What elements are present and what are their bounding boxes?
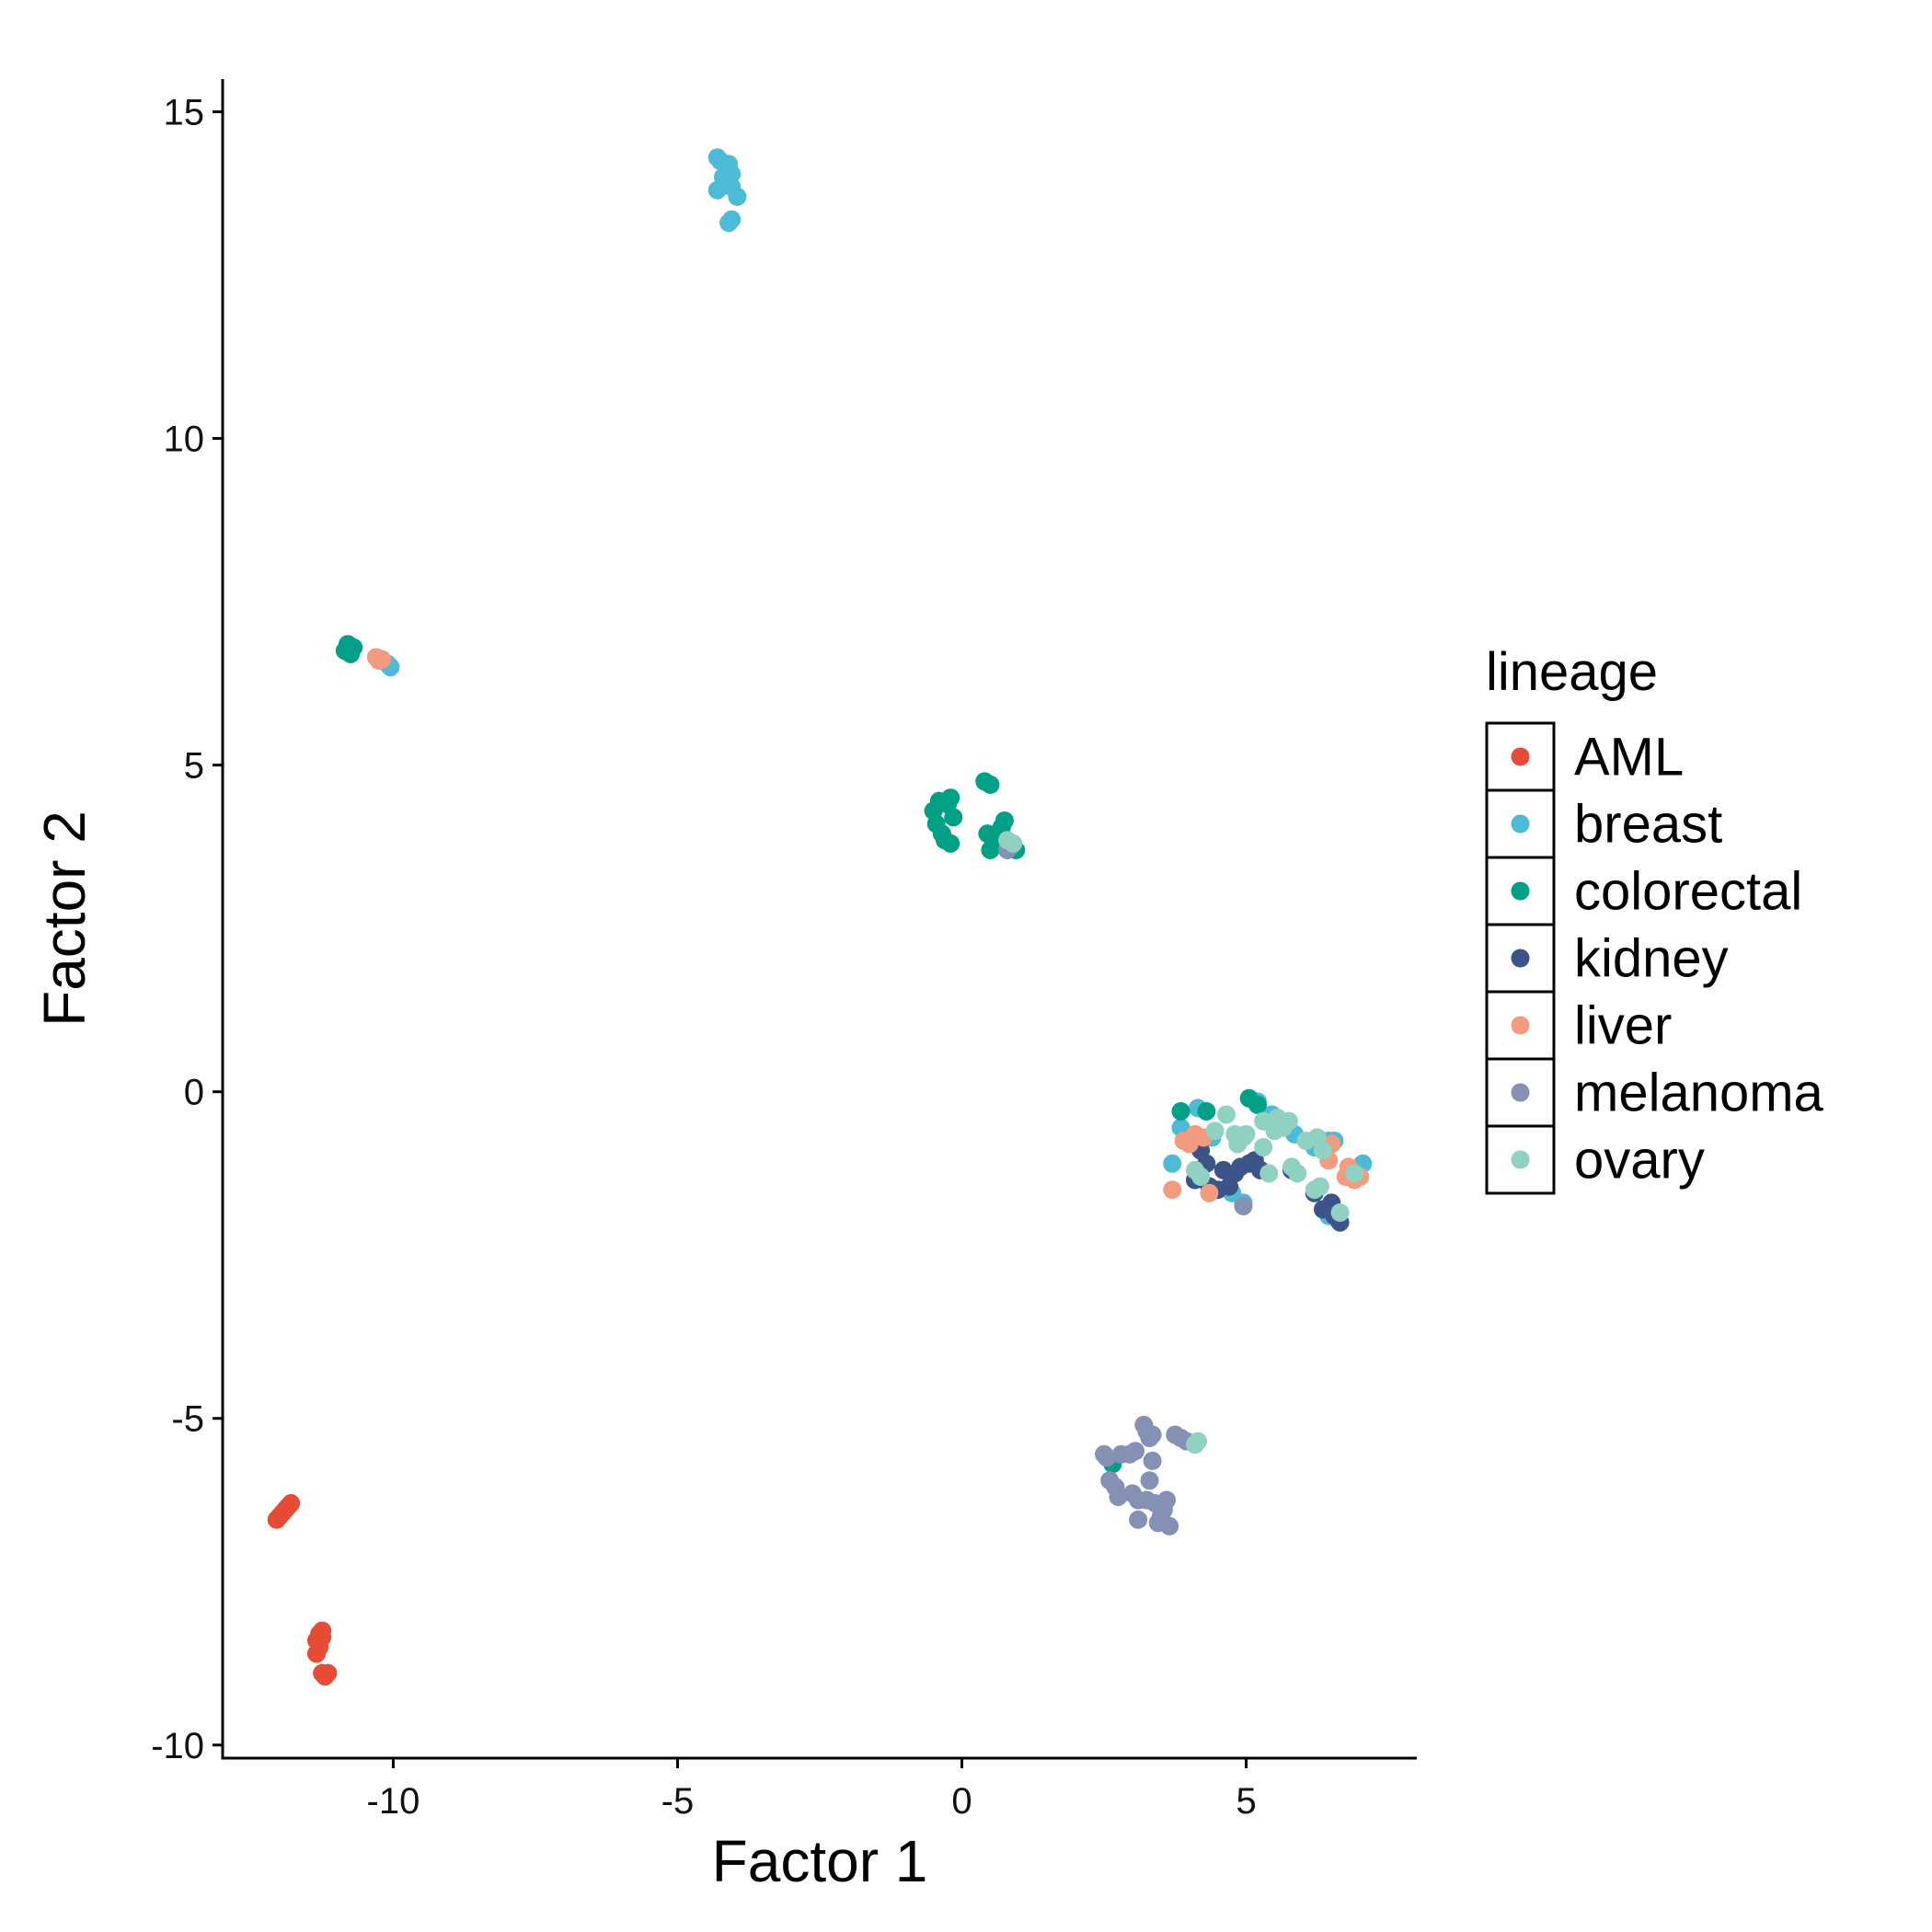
legend-item-ovary: ovary: [1485, 1124, 1705, 1195]
data-point-colorectal: [1171, 1101, 1190, 1121]
data-point-breast: [707, 180, 727, 200]
data-point-ovary: [1216, 1105, 1236, 1124]
legend-key-marker: [1511, 881, 1530, 901]
legend-key-marker: [1511, 814, 1530, 834]
legend-title: lineage: [1486, 642, 1658, 702]
legend: lineage AML breast colorectal kidney liver me…: [1485, 642, 1824, 1195]
x-tick-label: 0: [951, 1781, 972, 1822]
data-point-liver: [373, 650, 392, 669]
legend-label: kidney: [1574, 929, 1729, 989]
data-point-melanoma: [1143, 1425, 1162, 1444]
y-ticks: -10 -5 0 5 10 15: [151, 93, 223, 1766]
x-tick-label: 5: [1236, 1781, 1256, 1822]
data-point-colorectal: [1248, 1095, 1267, 1114]
y-tick-label: 0: [184, 1073, 204, 1113]
data-point-breast: [728, 187, 747, 206]
data-point-melanoma: [1126, 1442, 1145, 1461]
legend-item-breast: breast: [1485, 788, 1722, 859]
data-point-melanoma: [1143, 1451, 1162, 1470]
data-point-melanoma: [1157, 1490, 1177, 1510]
legend-label: liver: [1574, 996, 1672, 1056]
data-point-ovary: [1205, 1121, 1225, 1141]
data-point-ovary: [1345, 1164, 1364, 1183]
data-point-aml: [318, 1663, 338, 1683]
data-point-aml: [267, 1510, 286, 1529]
data-point-melanoma: [1140, 1471, 1159, 1490]
data-point-aml: [306, 1644, 326, 1663]
legend-label: AML: [1574, 728, 1684, 788]
legend-item-aml: AML: [1485, 721, 1684, 792]
data-point-ovary: [1314, 1141, 1333, 1160]
data-point-ovary: [1310, 1177, 1329, 1196]
data-point-colorectal: [941, 788, 960, 808]
data-point-breast: [722, 210, 742, 229]
y-axis-title: Factor 2: [31, 811, 98, 1027]
y-tick-label: 15: [164, 93, 205, 133]
y-tick-label: -5: [171, 1399, 204, 1440]
data-point-ovary: [1288, 1164, 1307, 1183]
legend-key-marker: [1511, 949, 1530, 968]
data-point-colorectal: [981, 775, 1000, 794]
data-point-colorectal: [995, 811, 1014, 830]
legend-label: colorectal: [1574, 862, 1802, 922]
legend-item-colorectal: colorectal: [1485, 856, 1802, 926]
legend-label: breast: [1574, 795, 1722, 855]
legend-key-marker: [1511, 1150, 1530, 1169]
data-point-colorectal: [941, 834, 960, 853]
data-point-liver: [1200, 1183, 1219, 1202]
y-tick-label: 10: [164, 420, 205, 460]
legend-label: ovary: [1574, 1131, 1705, 1190]
data-point-ovary: [1279, 1111, 1298, 1131]
points-layer: [267, 148, 1373, 1686]
data-point-ovary: [1236, 1124, 1256, 1144]
legend-label: melanoma: [1574, 1064, 1824, 1123]
x-tick-label: -5: [661, 1781, 695, 1822]
data-point-aml: [313, 1627, 332, 1647]
data-point-melanoma: [1234, 1196, 1253, 1215]
data-point-melanoma: [1098, 1448, 1117, 1467]
data-point-kidney: [1220, 1177, 1239, 1196]
data-point-colorectal: [944, 808, 963, 827]
data-point-liver: [1163, 1180, 1182, 1200]
legend-key-marker: [1511, 1016, 1530, 1035]
data-point-melanoma: [1160, 1516, 1179, 1535]
y-tick-label: 5: [184, 746, 204, 787]
data-point-ovary: [1004, 834, 1023, 853]
legend-key-marker: [1511, 747, 1530, 766]
data-point-ovary: [1189, 1432, 1208, 1451]
data-point-breast: [1163, 1154, 1182, 1173]
y-tick-label: -10: [151, 1726, 204, 1766]
data-point-ovary: [1330, 1203, 1350, 1223]
x-ticks: -10 -5 0 5: [367, 1758, 1257, 1822]
data-point-colorectal: [341, 644, 361, 663]
legend-key-marker: [1511, 1083, 1530, 1102]
data-point-ovary: [1254, 1138, 1273, 1157]
legend-items: AML breast colorectal kidney liver melanoma ov…: [1485, 721, 1824, 1195]
data-point-melanoma: [1109, 1487, 1128, 1506]
x-axis-title: Factor 1: [712, 1828, 928, 1894]
data-point-melanoma: [1129, 1510, 1148, 1529]
legend-item-kidney: kidney: [1485, 923, 1729, 994]
data-point-colorectal: [981, 840, 1000, 859]
data-point-aml: [282, 1494, 301, 1513]
data-point-ovary: [1259, 1164, 1279, 1183]
data-point-ovary: [1191, 1167, 1211, 1186]
legend-item-liver: liver: [1485, 990, 1672, 1061]
data-point-colorectal: [1197, 1101, 1216, 1121]
x-tick-label: -10: [367, 1781, 420, 1822]
legend-item-melanoma: melanoma: [1485, 1057, 1824, 1128]
